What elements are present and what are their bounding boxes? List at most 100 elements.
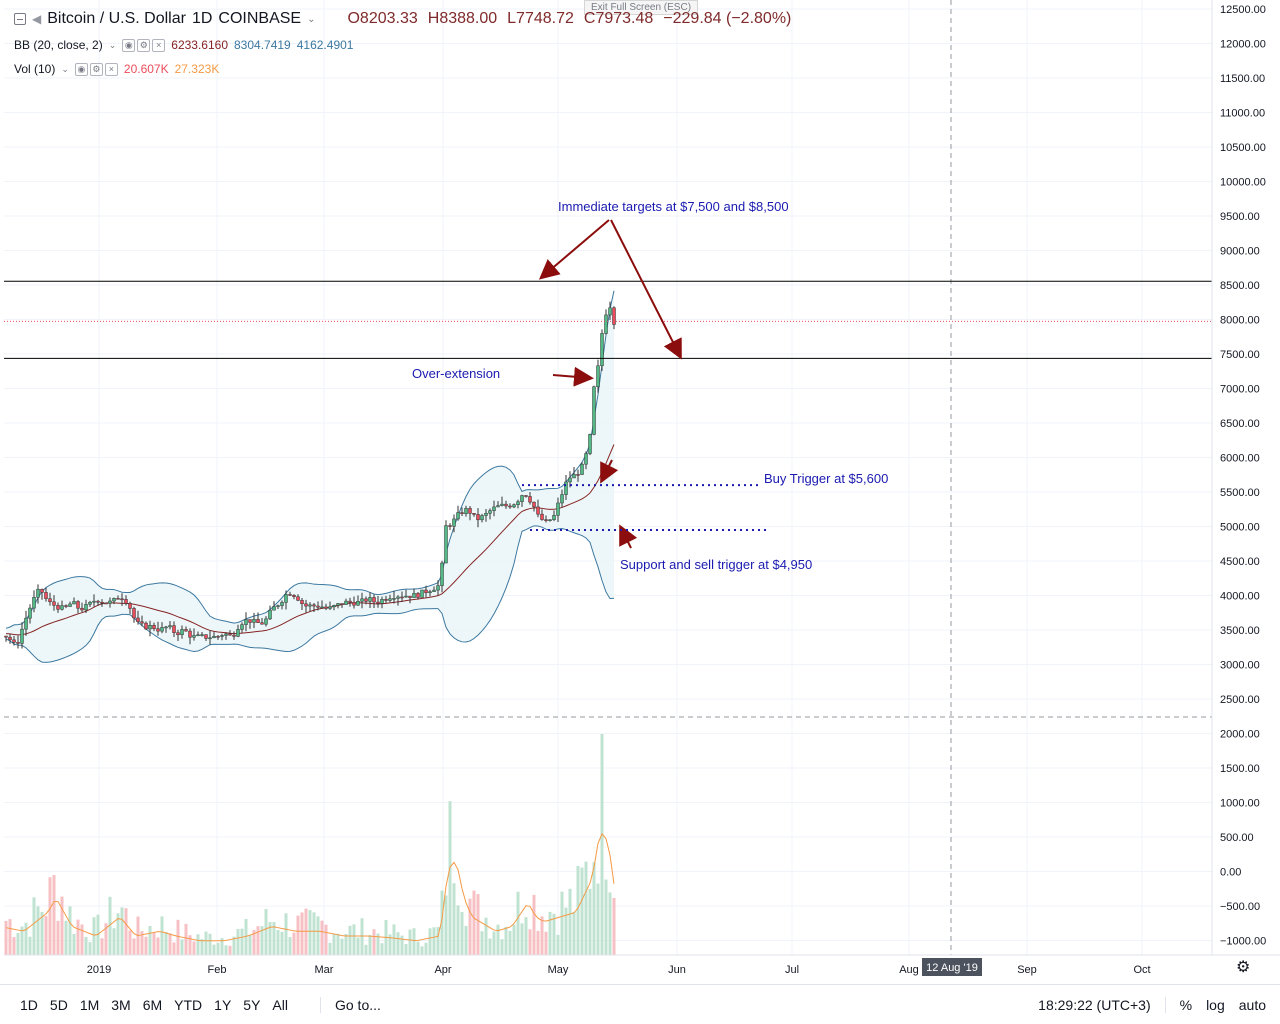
timeframe-5d[interactable]: 5D xyxy=(49,996,68,1013)
axis-background xyxy=(1212,0,1280,955)
volume-bar xyxy=(488,938,492,955)
volume-bar xyxy=(220,938,224,955)
candle-body xyxy=(96,600,100,603)
goto-button[interactable]: Go to... xyxy=(319,996,381,1013)
timeframe-6m[interactable]: 6M xyxy=(142,996,163,1013)
timeframe-1m[interactable]: 1M xyxy=(79,996,100,1013)
timeframe-1y[interactable]: 1Y xyxy=(214,996,232,1013)
candle-body xyxy=(432,589,436,592)
close-icon[interactable]: × xyxy=(104,62,118,76)
volume-bar xyxy=(416,941,420,955)
volume-bar xyxy=(244,919,248,955)
volume-bar xyxy=(144,936,148,955)
volume-bar xyxy=(476,894,480,955)
auto-toggle[interactable]: auto xyxy=(1238,996,1266,1013)
volume-bar xyxy=(124,908,128,955)
gear-icon[interactable]: ⚙ xyxy=(137,38,151,52)
candle-body xyxy=(292,595,296,597)
candle-body xyxy=(36,588,40,598)
volume-bar xyxy=(612,897,616,955)
candle-body xyxy=(260,622,264,625)
volume-bar xyxy=(224,945,228,955)
bb-lower-line xyxy=(5,525,615,663)
symbol-name[interactable]: Bitcoin / U.S. Dollar xyxy=(47,10,186,27)
volume-bar xyxy=(608,892,612,955)
eye-icon[interactable]: ◉ xyxy=(74,62,88,76)
candle-body xyxy=(496,505,500,508)
volume-bar xyxy=(480,931,484,955)
x-tick-label: Oct xyxy=(1133,964,1150,976)
volume-bar xyxy=(20,926,24,955)
chevron-down-icon[interactable]: ⌄ xyxy=(108,39,117,50)
volume-bar xyxy=(84,936,88,955)
x-tick-label: May xyxy=(548,964,569,976)
gear-icon[interactable]: ⚙ xyxy=(89,62,103,76)
timeframe-1d[interactable]: 1D xyxy=(20,996,38,1013)
chevron-down-icon[interactable]: ⌄ xyxy=(61,63,69,74)
volume-bar xyxy=(520,923,524,955)
eye-icon[interactable]: ◉ xyxy=(122,38,136,52)
candle-body xyxy=(436,585,440,591)
percent-toggle[interactable]: % xyxy=(1179,996,1193,1013)
support-arrow xyxy=(619,524,638,549)
y-tick-label: 8000.00 xyxy=(1220,315,1260,327)
volume-bar xyxy=(52,875,56,955)
timeframe-ytd[interactable]: YTD xyxy=(174,996,203,1013)
exchange-label[interactable]: COINBASE xyxy=(218,10,302,27)
buy-trigger-annotation: Buy Trigger at $5,600 xyxy=(764,471,888,486)
symbol-header: ◀ Bitcoin / U.S. Dollar 1D COINBASE ⌄ O8… xyxy=(14,10,791,28)
candle-body xyxy=(104,602,108,605)
candle-body xyxy=(568,477,572,483)
volume-bar xyxy=(336,933,340,955)
clock[interactable]: 18:29:22 (UTC+3) xyxy=(1038,996,1166,1013)
timeframe-all[interactable]: All xyxy=(272,996,288,1013)
volume-bars xyxy=(4,733,616,955)
candle-body xyxy=(420,589,424,598)
gear-icon[interactable]: ⚙ xyxy=(1236,959,1251,976)
volume-bar xyxy=(292,932,296,955)
candle-body xyxy=(256,619,260,623)
candle-body xyxy=(580,463,584,475)
y-tick-label: 2000.00 xyxy=(1220,729,1260,741)
collapse-icon[interactable] xyxy=(14,13,26,25)
volume-bar xyxy=(200,939,204,955)
volume-bar xyxy=(420,946,424,955)
timeframe-3m[interactable]: 3M xyxy=(111,996,131,1013)
volume-bar xyxy=(172,942,176,955)
volume-bar xyxy=(316,916,320,955)
volume-bar xyxy=(268,922,272,955)
log-toggle[interactable]: log xyxy=(1206,996,1225,1013)
bb-label[interactable]: BB (20, close, 2) xyxy=(14,38,103,52)
candle-body xyxy=(220,635,224,637)
volume-bar xyxy=(4,920,8,955)
volume-bar xyxy=(444,895,448,955)
volume-bar xyxy=(524,917,528,955)
volume-bar xyxy=(412,928,416,955)
candle-body xyxy=(336,603,340,606)
y-tick-label: 5000.00 xyxy=(1220,522,1260,534)
volume-bar xyxy=(484,917,488,955)
x-tick-label: 2019 xyxy=(87,964,111,976)
candlestick-series xyxy=(4,301,616,649)
candle-body xyxy=(392,598,396,600)
interval-label[interactable]: 1D xyxy=(191,10,213,27)
candle-body xyxy=(44,592,48,599)
chevron-down-icon[interactable]: ⌄ xyxy=(307,13,316,25)
candle-body xyxy=(204,634,208,639)
volume-bar xyxy=(304,908,308,955)
candle-body xyxy=(492,506,496,511)
vol-label[interactable]: Vol (10) xyxy=(14,62,56,76)
candle-body xyxy=(264,618,268,625)
volume-bar xyxy=(308,910,312,955)
candle-body xyxy=(28,607,32,619)
price-chart[interactable]: 8555.257973.487436.482212.41 Immediate t… xyxy=(0,0,1280,984)
close-icon[interactable]: × xyxy=(152,38,166,52)
volume-bar xyxy=(500,939,504,955)
volume-bar xyxy=(376,933,380,955)
timeframe-5y[interactable]: 5Y xyxy=(243,996,261,1013)
volume-bar xyxy=(332,933,336,955)
candle-body xyxy=(528,496,532,503)
volume-bar xyxy=(164,932,168,955)
exit-fullscreen-button[interactable]: Exit Full Screen (ESC) xyxy=(584,0,699,15)
